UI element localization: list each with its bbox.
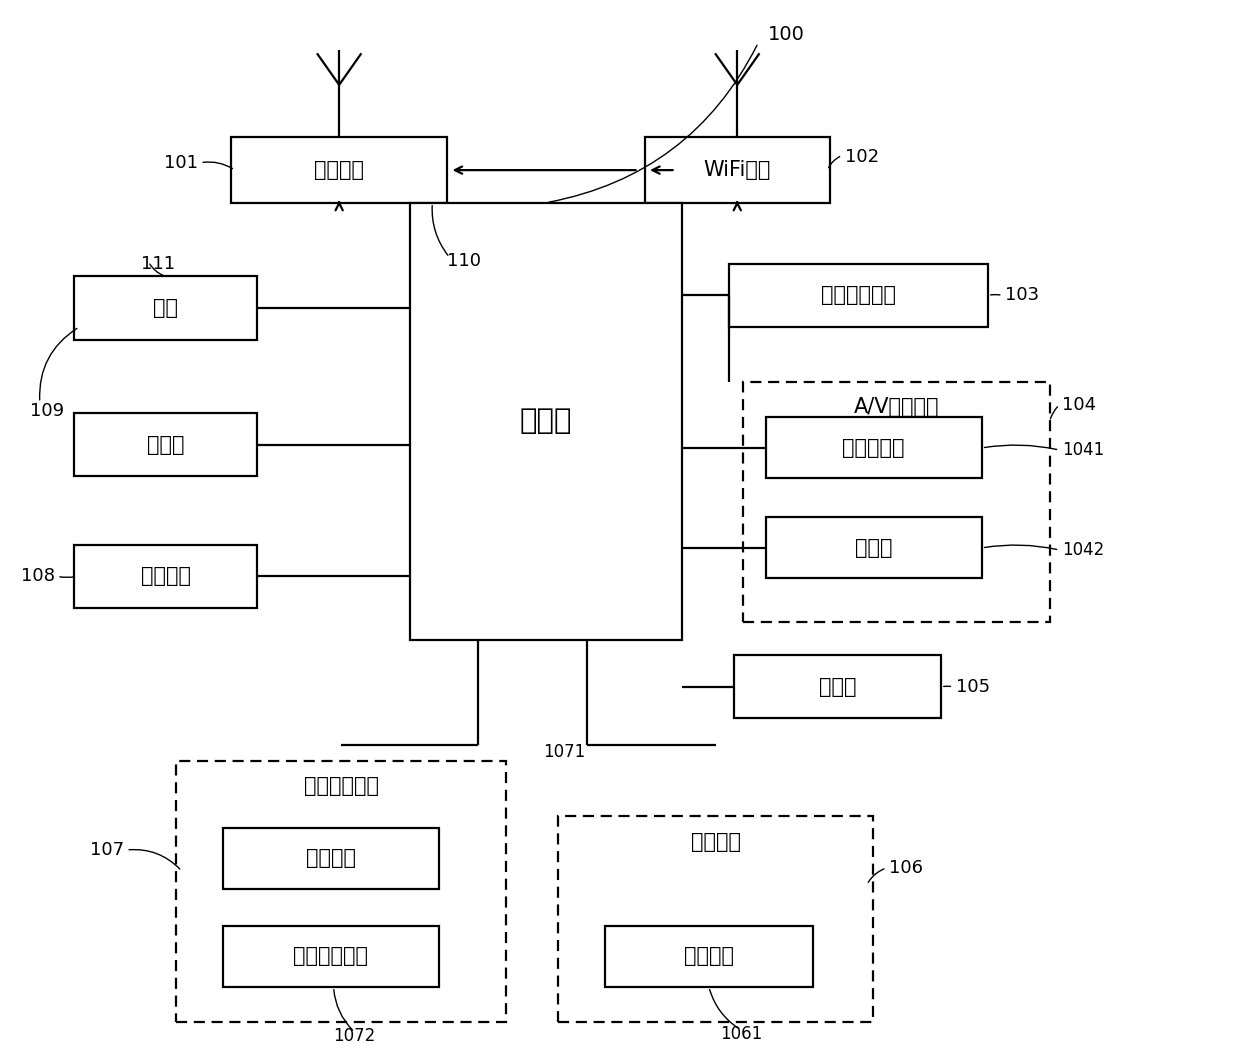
- Text: 1072: 1072: [334, 1027, 376, 1045]
- Text: 接口单元: 接口单元: [140, 566, 191, 586]
- Text: WiFi模块: WiFi模块: [703, 160, 771, 180]
- Text: 106: 106: [889, 859, 923, 877]
- Text: 显示面板: 显示面板: [684, 946, 734, 966]
- Text: 104: 104: [1061, 396, 1096, 414]
- Bar: [558, 817, 873, 1022]
- Text: 处理器: 处理器: [520, 407, 572, 435]
- Text: A/V输入单元: A/V输入单元: [854, 397, 939, 417]
- Bar: [744, 382, 1049, 622]
- Bar: [222, 926, 439, 987]
- Bar: [222, 828, 439, 889]
- Text: 用户输入单元: 用户输入单元: [304, 776, 378, 796]
- Text: 存储器: 存储器: [148, 435, 185, 455]
- Text: 101: 101: [164, 153, 198, 171]
- Bar: [74, 414, 257, 476]
- Text: 其他输入设备: 其他输入设备: [293, 946, 368, 966]
- Bar: [765, 418, 982, 478]
- Text: 显示单元: 显示单元: [691, 832, 740, 852]
- Text: 1071: 1071: [543, 743, 585, 761]
- Text: 100: 100: [768, 24, 805, 43]
- Text: 108: 108: [21, 567, 55, 585]
- Text: 105: 105: [956, 678, 990, 696]
- Text: 电源: 电源: [154, 298, 179, 318]
- Text: 1041: 1041: [1061, 441, 1104, 459]
- Bar: [231, 138, 448, 203]
- Bar: [765, 517, 982, 579]
- Bar: [74, 276, 257, 340]
- Bar: [729, 263, 988, 327]
- Text: 传感器: 传感器: [818, 677, 856, 697]
- Bar: [734, 655, 941, 718]
- Text: 102: 102: [844, 148, 879, 166]
- Text: 触控面板: 触控面板: [305, 849, 356, 869]
- Text: 射频单元: 射频单元: [314, 160, 365, 180]
- Text: 107: 107: [89, 841, 124, 859]
- Bar: [605, 926, 812, 987]
- Text: 109: 109: [30, 402, 64, 420]
- Text: 1042: 1042: [1061, 541, 1104, 559]
- Text: 111: 111: [141, 255, 175, 273]
- Text: 麦克风: 麦克风: [854, 537, 893, 558]
- Bar: [645, 138, 830, 203]
- Bar: [74, 545, 257, 608]
- Text: 1061: 1061: [720, 1025, 763, 1043]
- Text: 103: 103: [1006, 287, 1039, 305]
- Bar: [176, 761, 506, 1022]
- Text: 音频输出单元: 音频输出单元: [821, 286, 895, 306]
- Text: 图形处理器: 图形处理器: [842, 438, 905, 458]
- Text: 110: 110: [448, 252, 481, 270]
- Bar: [410, 203, 682, 639]
